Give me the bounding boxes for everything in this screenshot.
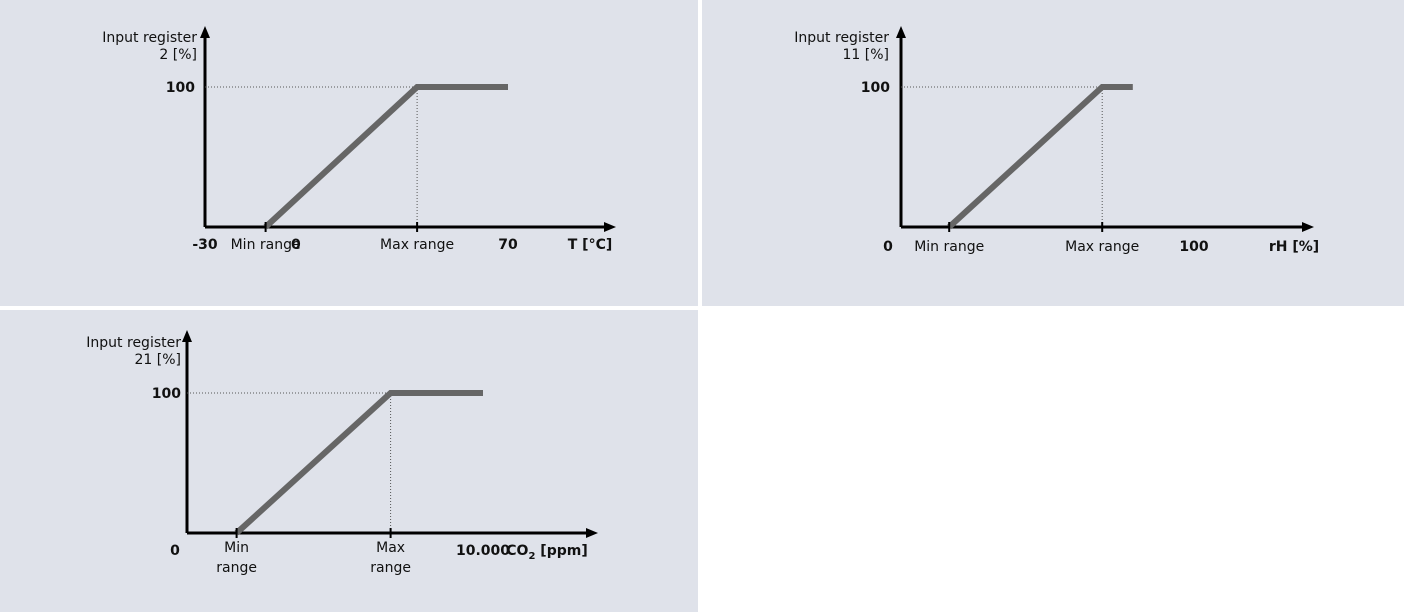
y-axis-label-line: 11 [%] [843, 47, 890, 63]
x-axis-arrow [604, 222, 616, 232]
x-tick-label: 10.000 [456, 543, 510, 559]
x-tick-label: 100 [1179, 239, 1208, 255]
x-tick-label-line: 70 [498, 237, 518, 253]
x-tick-label: 0 [170, 543, 180, 559]
x-tick-label: Max range [370, 540, 411, 576]
series-line [234, 390, 483, 536]
x-tick-label-line: 0 [170, 543, 180, 559]
x-tick-label-line: -30 [192, 237, 218, 253]
x-tick-label-line: Max [376, 540, 405, 556]
x-tick-label: 70 [498, 237, 518, 253]
x-tick-label-line: Min range [914, 239, 984, 255]
y-axis-label-line: 2 [%] [159, 47, 197, 63]
chart-co2: Input register 21 [%] 100 0 Min range Max range… [86, 330, 598, 576]
x-tick-label-line: 10.000 [456, 543, 510, 559]
x-tick-label-line: 0 [883, 239, 893, 255]
chart-panel-temperature: Input register 2 [%] 100 -30 Min range 0 Max r… [0, 0, 698, 306]
x-tick-label: Max range [1065, 239, 1139, 255]
x-tick-label-line: 0 [291, 237, 301, 253]
x-tick-label-line: range [216, 560, 257, 576]
x-tick-label: Min range [914, 239, 984, 255]
y-axis-label: Input register 11 [%] [794, 30, 889, 63]
y-axis-label: Input register 2 [%] [102, 30, 197, 63]
x-axis-label-suffix: [ppm] [535, 543, 587, 559]
chart-panel-co2: Input register 21 [%] 100 0 Min range Max range… [0, 310, 698, 612]
y-axis-label-line: Input register [86, 335, 181, 351]
x-axis-arrow [586, 528, 598, 538]
x-tick-label-line: range [370, 560, 411, 576]
x-tick-label: Max range [380, 237, 454, 253]
x-tick-label-line: Max range [1065, 239, 1139, 255]
chart-humidity: Input register 11 [%] 100 0 Min range Max ran… [794, 26, 1319, 255]
y-axis-arrow [200, 26, 210, 38]
x-tick-label: Min range [231, 237, 301, 253]
x-tick-label-line: 100 [1179, 239, 1208, 255]
x-axis-label: T [°C] [568, 237, 613, 253]
x-tick-label: 0 [291, 237, 301, 253]
x-axis-label-main: CO [506, 543, 528, 559]
series-line [263, 84, 508, 230]
x-axis-label: rH [%] [1269, 239, 1319, 255]
y-axis-label: Input register 21 [%] [86, 335, 181, 368]
y-tick-label: 100 [152, 386, 181, 402]
x-axis-label: CO2 [ppm] [506, 543, 587, 562]
x-axis-label-subscript: 2 [528, 551, 535, 562]
chart-panel-humidity: Input register 11 [%] 100 0 Min range Max ran… [702, 0, 1404, 306]
x-tick-label-line: Min range [231, 237, 301, 253]
x-tick-label: 0 [883, 239, 893, 255]
x-tick-label: -30 [192, 237, 218, 253]
x-tick-label: Min range [216, 540, 257, 576]
x-axis-label-main: T [°C] [568, 237, 613, 253]
y-axis-label-line: Input register [102, 30, 197, 46]
y-tick-label: 100 [166, 80, 195, 96]
x-tick-label-line: Min [224, 540, 249, 556]
y-axis-label-line: 21 [%] [135, 352, 182, 368]
x-axis-label-main: rH [%] [1269, 239, 1319, 255]
x-tick-label-line: Max range [380, 237, 454, 253]
x-axis-arrow [1302, 222, 1314, 232]
y-tick-label: 100 [861, 80, 890, 96]
y-axis-label-line: Input register [794, 30, 889, 46]
y-axis-arrow [896, 26, 906, 38]
series-line [947, 84, 1133, 230]
y-axis-arrow [182, 330, 192, 342]
